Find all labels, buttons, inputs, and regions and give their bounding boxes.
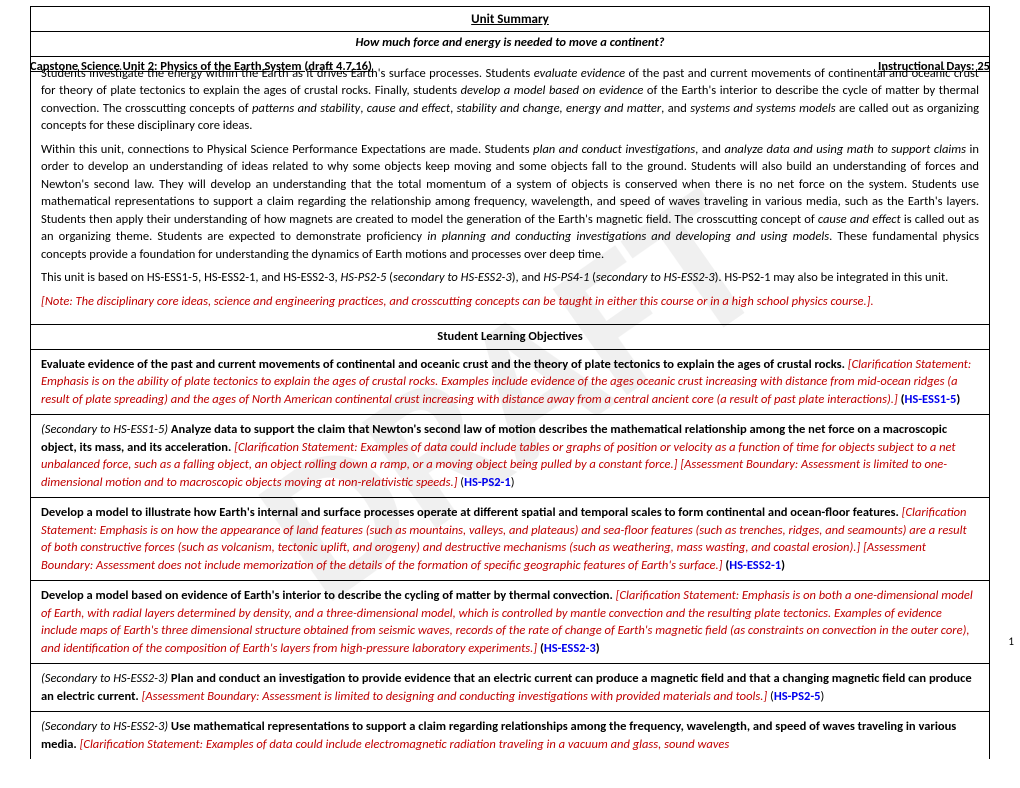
- text-italic: secondary to HS-ESS2-3: [393, 270, 512, 285]
- objective-bold: Develop a model based on evidence of Ear…: [41, 588, 613, 603]
- text-italic: stability and change, energy and matter: [457, 101, 662, 116]
- text-italic: patterns and stability: [252, 101, 360, 116]
- text-italic: secondary to HS-ESS2-3: [596, 270, 715, 285]
- standard-code[interactable]: HS-PS2-5: [774, 689, 821, 704]
- summary-note: [Note: The disciplinary core ideas, scie…: [41, 293, 979, 311]
- paren: (: [767, 689, 774, 704]
- text-italic: cause and effect: [818, 212, 901, 227]
- text: ). HS-PS2-1 may also be integrated in th…: [715, 270, 949, 285]
- paren: ): [511, 475, 515, 490]
- unit-summary-heading: Unit Summary: [31, 7, 990, 32]
- objective-1: Evaluate evidence of the past and curren…: [31, 349, 990, 415]
- summary-p1: Students investigate the energy within t…: [41, 65, 979, 135]
- paren: ): [821, 689, 825, 704]
- summary-p2: Within this unit, connections to Physica…: [41, 141, 979, 264]
- objectives-heading: Student Learning Objectives: [31, 325, 990, 350]
- page-number: 1: [1008, 634, 1014, 649]
- objective-clarification: [Assessment Boundary: Assessment is limi…: [139, 689, 767, 704]
- text: (: [589, 270, 596, 285]
- standard-code[interactable]: HS-ESS2-3: [544, 641, 596, 656]
- objective-prefix: (Secondary to HS-ESS1-5): [41, 422, 171, 437]
- objective-prefix: (Secondary to HS-ESS2-3): [41, 671, 171, 686]
- page-content: Capstone Science Unit 2: Physics of the …: [0, 6, 1020, 759]
- text-italic: HS-PS4-1: [543, 270, 589, 285]
- text: (: [386, 270, 393, 285]
- text: ), and: [512, 270, 544, 285]
- essential-question: How much force and energy is needed to m…: [31, 32, 990, 57]
- objective-6: (Secondary to HS-ESS2-3) Use mathematica…: [31, 712, 990, 760]
- text-italic: in planning and conducting investigation…: [427, 229, 829, 244]
- document-table: Unit Summary How much force and energy i…: [30, 6, 990, 759]
- objective-2: (Secondary to HS-ESS1-5) Analyze data to…: [31, 415, 990, 498]
- text-italic: develop a model based on evidence: [461, 83, 644, 98]
- objective-prefix: (Secondary to HS-ESS2-3): [41, 719, 171, 734]
- text-italic: HS-PS2-5: [340, 270, 386, 285]
- standard-code[interactable]: HS-PS2-1: [464, 475, 511, 490]
- text-italic: cause and effect: [367, 101, 450, 116]
- objective-bold: Develop a model to illustrate how Earth'…: [41, 505, 899, 520]
- text-italic: systems and systems models: [690, 101, 835, 116]
- text: Students investigate the energy within t…: [41, 66, 534, 81]
- objective-4: Develop a model based on evidence of Ear…: [31, 581, 990, 664]
- objective-5: (Secondary to HS-ESS2-3) Plan and conduc…: [31, 664, 990, 712]
- paren: (: [537, 641, 544, 656]
- objective-bold: Evaluate evidence of the past and curren…: [41, 357, 845, 372]
- text: , and: [661, 101, 690, 116]
- paren: ): [781, 558, 785, 573]
- text: Within this unit, connections to Physica…: [41, 142, 533, 157]
- text: , and: [695, 142, 724, 157]
- summary-p3: This unit is based on HS-ESS1-5, HS-ESS2…: [41, 269, 979, 287]
- objective-3: Develop a model to illustrate how Earth'…: [31, 498, 990, 581]
- text-italic: plan and conduct investigations: [533, 142, 695, 157]
- text-italic: evaluate evidence: [534, 66, 625, 81]
- standard-code[interactable]: HS-ESS1-5: [904, 392, 956, 407]
- paren: ): [596, 641, 600, 656]
- standard-code[interactable]: HS-ESS2-1: [729, 558, 781, 573]
- text-italic: analyze data and using math to support c…: [725, 142, 966, 157]
- summary-body: Students investigate the energy within t…: [31, 56, 990, 325]
- paren: ): [956, 392, 960, 407]
- text: This unit is based on HS-ESS1-5, HS-ESS2…: [41, 270, 340, 285]
- objective-clarification: [Clarification Statement: Examples of da…: [77, 737, 730, 752]
